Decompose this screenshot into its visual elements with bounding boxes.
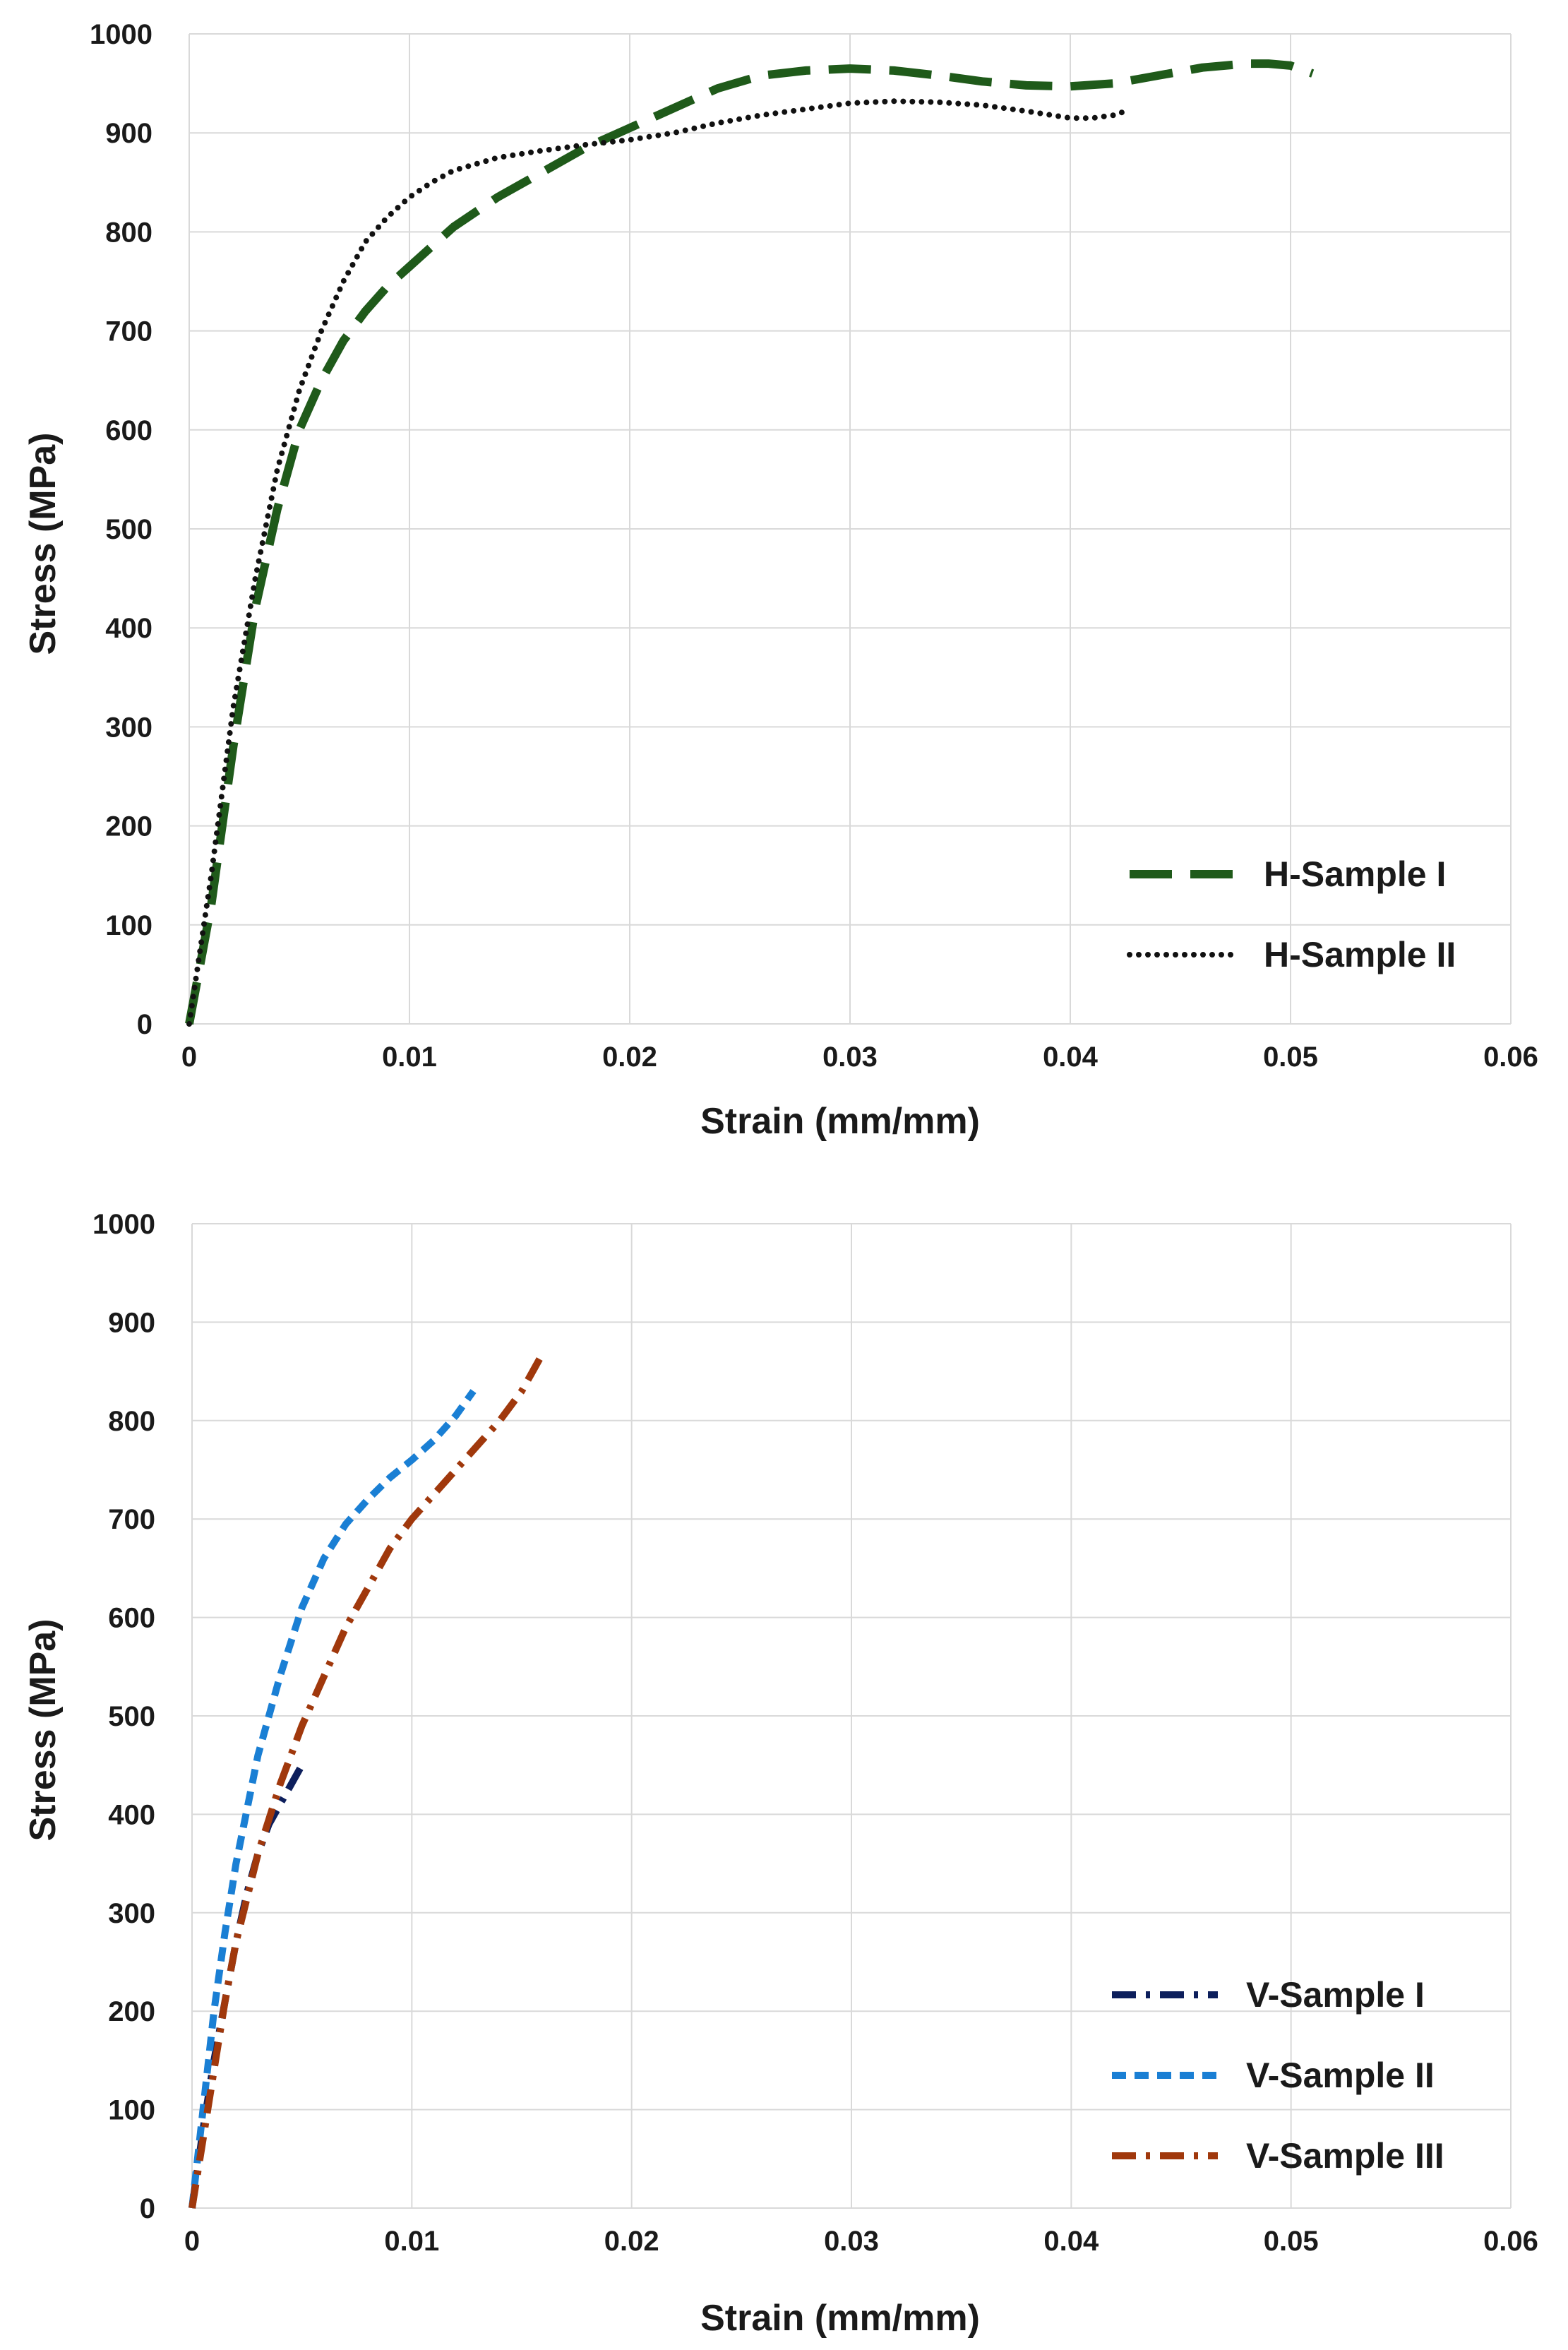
chart-0-x-tick-label: 0.02 <box>602 1042 657 1073</box>
chart-0-x-tick-label: 0.05 <box>1263 1042 1318 1073</box>
series-line-v-sample-iii <box>188 1349 547 2209</box>
series-line-h-sample-ii <box>186 98 1128 1027</box>
legend-label-h-sample-ii: H-Sample II <box>1264 935 1456 974</box>
series-line-v-sample-ii <box>188 1389 477 2209</box>
chart-1-x-tick-label: 0.06 <box>1483 2226 1538 2257</box>
chart-0-y-tick-label: 600 <box>105 415 152 446</box>
chart-0-x-tick-label: 0.06 <box>1483 1042 1538 1073</box>
chart-1-y-tick-label: 1000 <box>92 1209 155 1240</box>
chart-0-y-tick-label: 500 <box>105 514 152 545</box>
chart-0-x-tick-label: 0.01 <box>382 1042 437 1073</box>
chart-0-y-tick-label: 100 <box>105 910 152 941</box>
chart-0-x-tick-label: 0.04 <box>1043 1042 1099 1073</box>
chart-0-y-tick-label: 900 <box>105 118 152 149</box>
chart-1-y-tick-label: 900 <box>108 1307 155 1338</box>
chart-1-y-tick-label: 300 <box>108 1898 155 1929</box>
chart-0-y-tick-label: 400 <box>105 613 152 644</box>
chart-1-y-tick-label: 0 <box>140 2193 155 2224</box>
h-chart-x-axis-title: Strain (mm/mm) <box>700 1101 980 1142</box>
chart-0-y-tick-label: 0 <box>137 1009 152 1040</box>
legend-label-v-sample-ii: V-Sample II <box>1246 2056 1435 2095</box>
v-chart-x-axis-title: Strain (mm/mm) <box>700 2298 980 2339</box>
chart-1-y-tick-label: 700 <box>108 1504 155 1535</box>
chart-0-y-tick-label: 200 <box>105 811 152 842</box>
chart-0-y-tick-label: 800 <box>105 217 152 248</box>
chart-1-y-tick-label: 500 <box>108 1701 155 1732</box>
chart-1-x-tick-label: 0.04 <box>1043 2226 1099 2257</box>
h-chart-y-axis-title: Stress (MPa) <box>23 433 64 655</box>
chart-0-x-tick-label: 0 <box>181 1042 197 1073</box>
chart-1-y-tick-label: 200 <box>108 1996 155 2027</box>
chart-1-y-tick-label: 400 <box>108 1799 155 1830</box>
chart-1-x-tick-label: 0.03 <box>824 2226 879 2257</box>
chart-1-y-tick-label: 600 <box>108 1603 155 1634</box>
legend-label-v-sample-iii: V-Sample III <box>1246 2136 1444 2176</box>
legend-label-h-sample-i: H-Sample I <box>1264 854 1446 894</box>
series-line-v-sample-i <box>188 1763 306 2209</box>
chart-1-x-tick-label: 0 <box>184 2226 200 2257</box>
v-samples-chart: Stress (MPa) Strain (mm/mm) 0 0.01 0.02 0.0… <box>23 1209 1538 2339</box>
chart-0-x-tick-label: 0.03 <box>822 1042 878 1073</box>
chart-0-y-tick-label: 1000 <box>90 19 152 50</box>
chart-0-y-tick-label: 300 <box>105 712 152 743</box>
chart-1-x-tick-label: 0.01 <box>384 2226 439 2257</box>
chart-1-x-tick-label: 0.02 <box>604 2226 659 2257</box>
chart-0-y-tick-label: 700 <box>105 316 152 347</box>
series-line-h-sample-i <box>185 59 1315 1025</box>
chart-1-y-tick-label: 800 <box>108 1406 155 1437</box>
legend-label-v-sample-i: V-Sample I <box>1246 1975 1425 2015</box>
chart-1-y-tick-label: 100 <box>108 2095 155 2126</box>
v-chart-y-axis-title: Stress (MPa) <box>23 1619 64 1842</box>
chart-1-x-tick-label: 0.05 <box>1264 2226 1319 2257</box>
h-samples-chart: Stress (MPa) Strain (mm/mm) 0 0.01 0.02 0.0… <box>23 19 1538 1142</box>
